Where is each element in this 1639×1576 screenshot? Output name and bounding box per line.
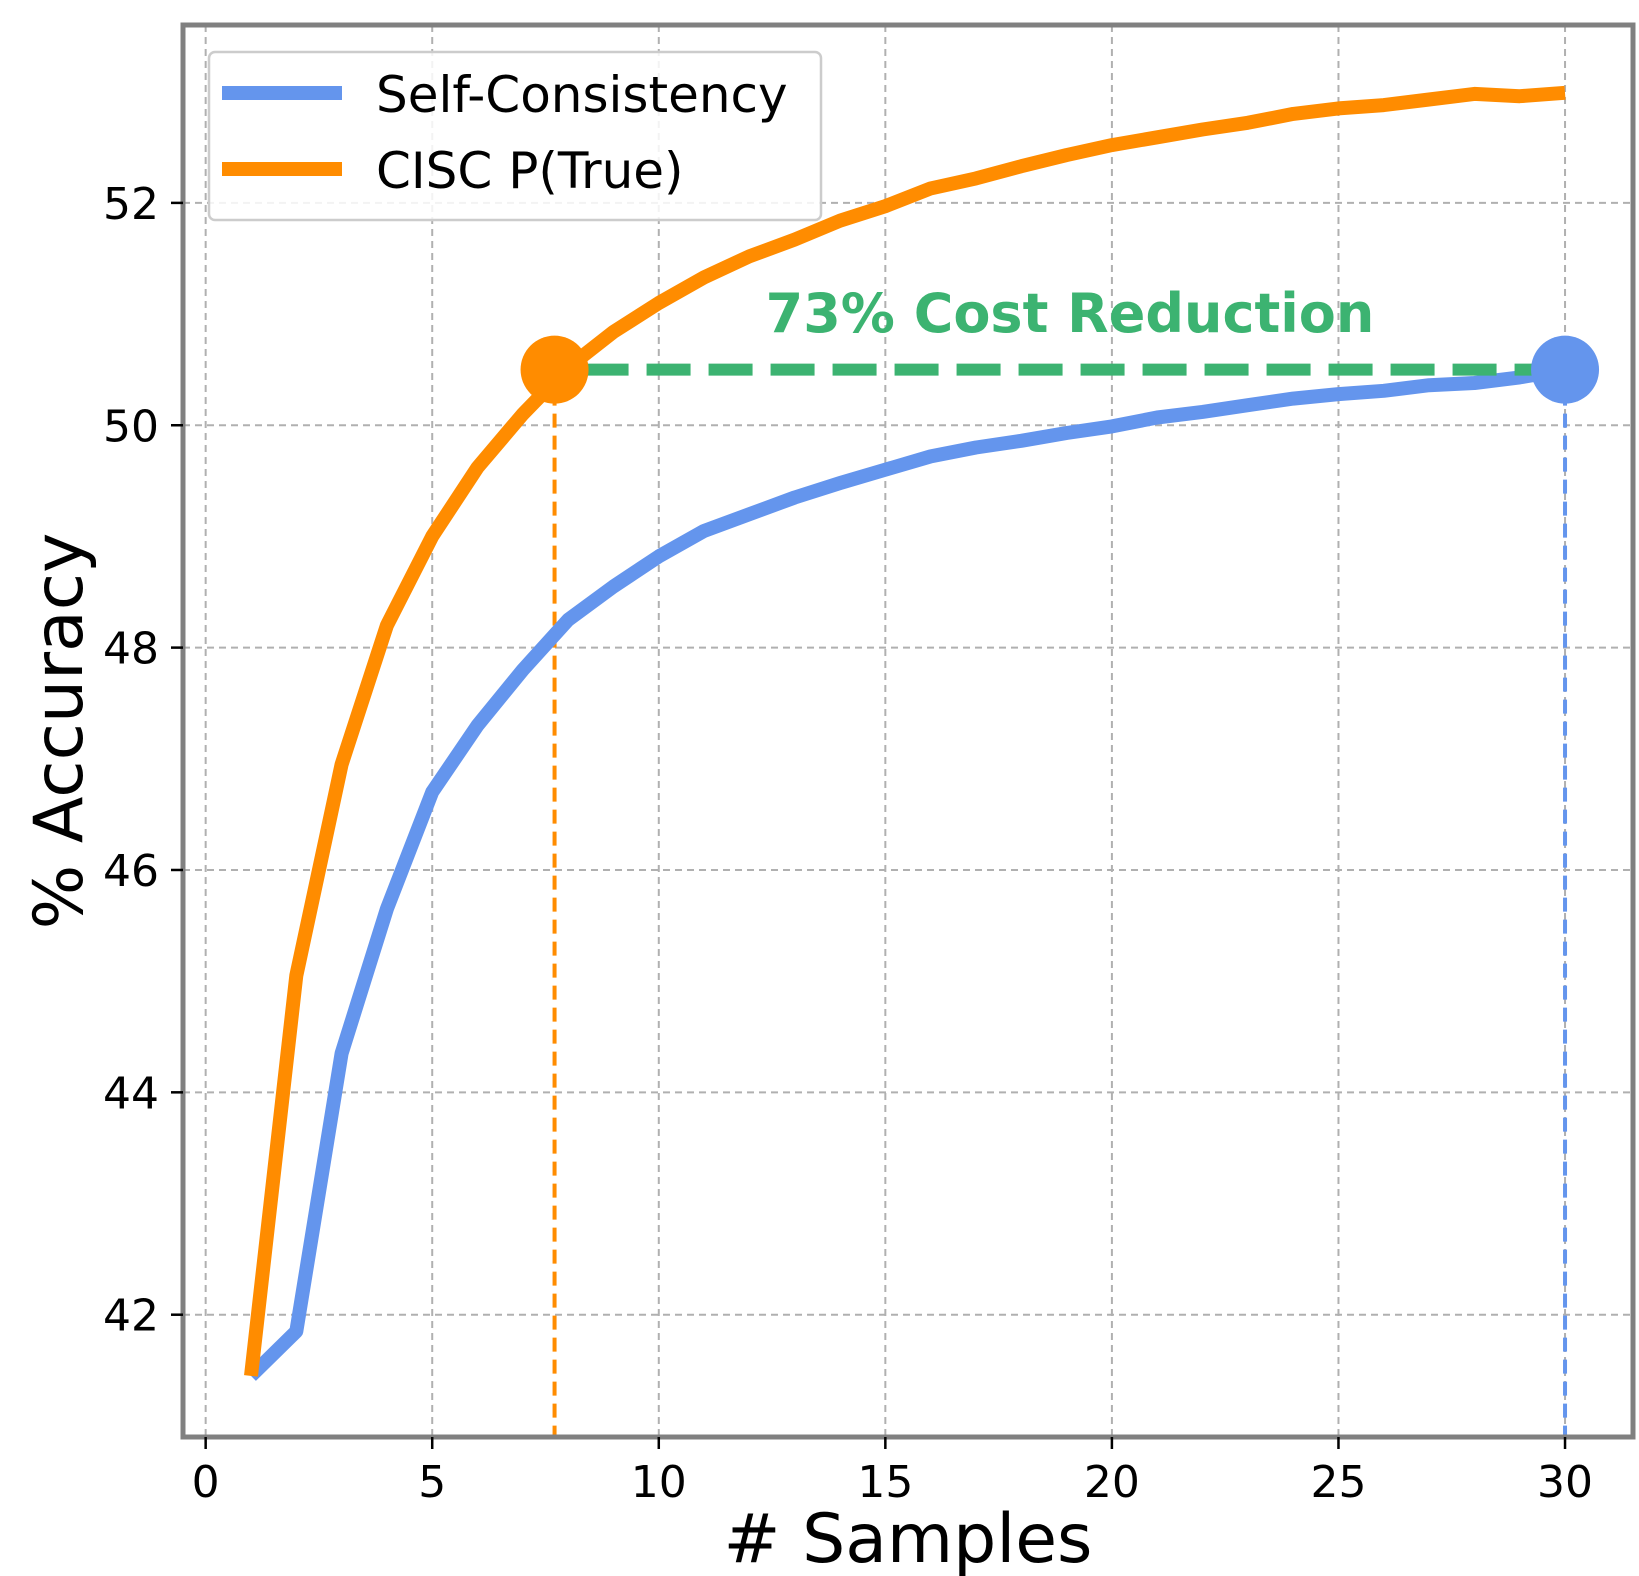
legend-box — [207, 50, 823, 222]
x-tick-label-0: 0 — [192, 1457, 220, 1508]
x-tick-label-20: 20 — [1084, 1457, 1140, 1508]
cisc-marker-point — [520, 335, 589, 404]
series-line-cisc-p-true- — [244, 85, 1566, 1377]
grid-lines — [183, 25, 1633, 1437]
tick-labels: 0 5 10 15 20 25 30 42 44 46 48 50 52 — [103, 179, 1593, 1508]
y-tick-label-44: 44 — [103, 1068, 159, 1119]
guide-lines — [552, 369, 1568, 1437]
tick-marks — [171, 201, 1567, 1449]
annotation-markers — [520, 335, 1600, 404]
x-tick-label-30: 30 — [1537, 1457, 1593, 1508]
x-tick-label-15: 15 — [857, 1457, 913, 1508]
x-tick-label-5: 5 — [418, 1457, 446, 1508]
y-tick-label-50: 50 — [103, 401, 159, 452]
y-tick-label-52: 52 — [103, 179, 159, 230]
y-axis-label: % Accuracy — [20, 533, 99, 930]
series-line-self-consistency — [246, 362, 1567, 1381]
sc-marker-point — [1531, 335, 1600, 404]
legend-label-cisc-ptrue: CISC P(True) — [376, 142, 684, 200]
legend-label-self-consistency: Self-Consistency — [376, 66, 788, 124]
y-tick-label-42: 42 — [103, 1291, 159, 1342]
cost-reduction-annotation: 73% Cost Reduction — [766, 282, 1375, 345]
series-lines — [244, 85, 1567, 1381]
plot-frame — [180, 22, 1636, 1440]
y-tick-label-46: 46 — [103, 846, 159, 897]
y-tick-label-48: 48 — [103, 624, 159, 675]
x-tick-label-10: 10 — [631, 1457, 687, 1508]
x-tick-label-25: 25 — [1310, 1457, 1366, 1508]
x-axis-label: # Samples — [724, 1500, 1093, 1576]
legend: Self-Consistency CISC P(True) — [207, 50, 823, 222]
